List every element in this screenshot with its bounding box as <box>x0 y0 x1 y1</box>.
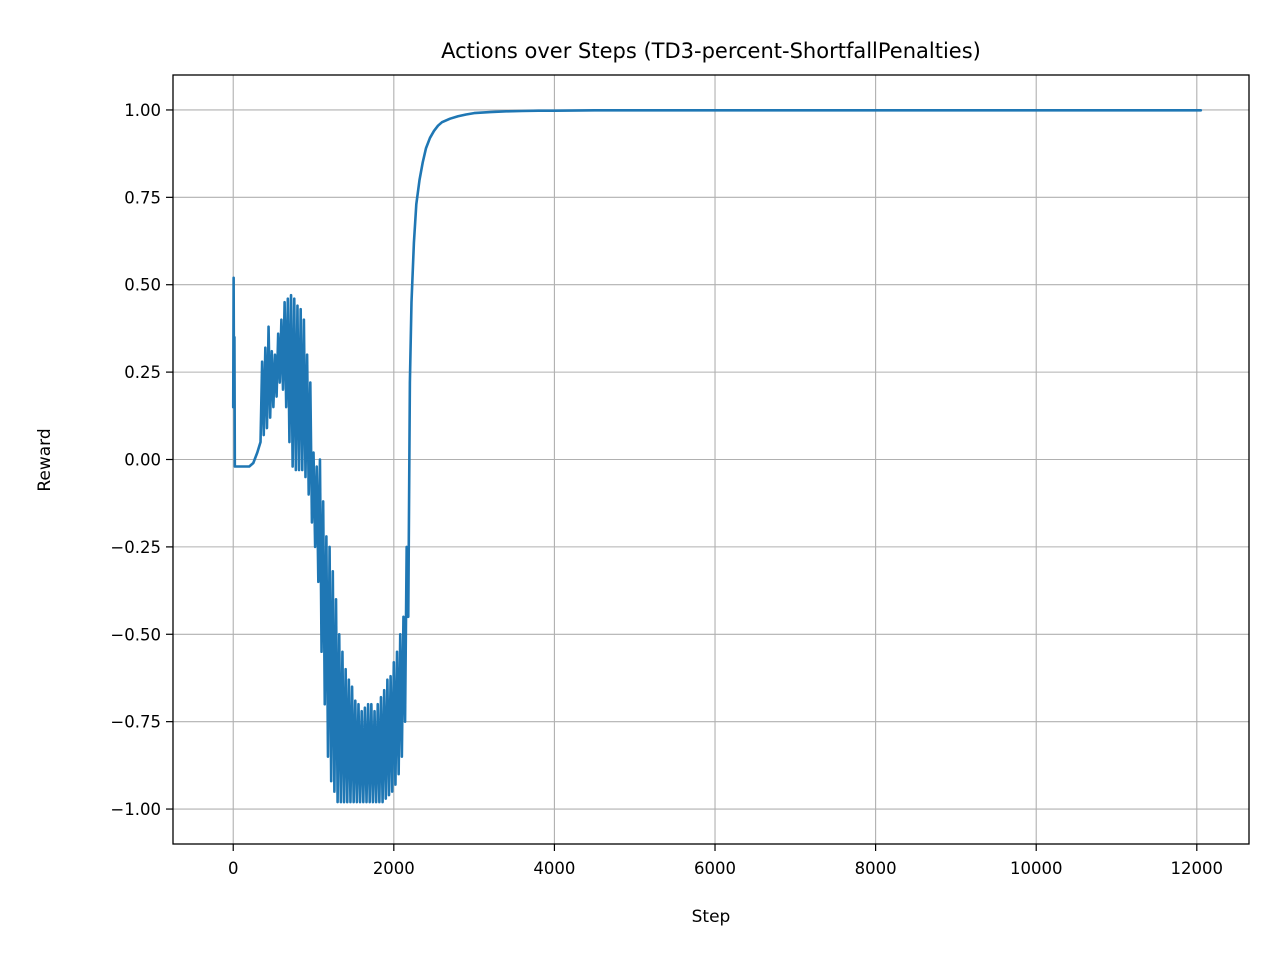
y-tick-label: −0.75 <box>110 713 161 732</box>
y-tick-label: 1.00 <box>124 101 161 120</box>
x-tick-label: 2000 <box>373 859 415 878</box>
y-tick-label: −1.00 <box>110 800 161 819</box>
y-tick-label: 0.25 <box>124 363 161 382</box>
x-tick-label: 6000 <box>694 859 736 878</box>
y-tick-label: 0.75 <box>124 188 161 207</box>
series-line <box>231 109 1203 804</box>
y-tick-label: 0.50 <box>124 276 161 295</box>
x-tick-label: 10000 <box>1010 859 1063 878</box>
axis-ticks: 0 2000 4000 6000 8000 10000 12000 1.00 0.75 0.50 0… <box>110 101 1223 878</box>
x-tick-label: 12000 <box>1171 859 1224 878</box>
x-tick-label: 0 <box>228 859 239 878</box>
y-tick-label: 0.00 <box>124 451 161 470</box>
series-group <box>231 109 1203 804</box>
plot-frame <box>172 74 1250 845</box>
grid-lines <box>173 75 1249 844</box>
y-axis-label: Reward <box>35 428 55 491</box>
y-tick-label: −0.50 <box>110 625 161 644</box>
x-tick-label: 8000 <box>855 859 897 878</box>
x-tick-label: 4000 <box>533 859 575 878</box>
x-axis-label: Step <box>692 907 731 927</box>
chart-title: Actions over Steps (TD3-percent-Shortfal… <box>441 39 981 63</box>
y-tick-label: −0.25 <box>110 538 161 557</box>
